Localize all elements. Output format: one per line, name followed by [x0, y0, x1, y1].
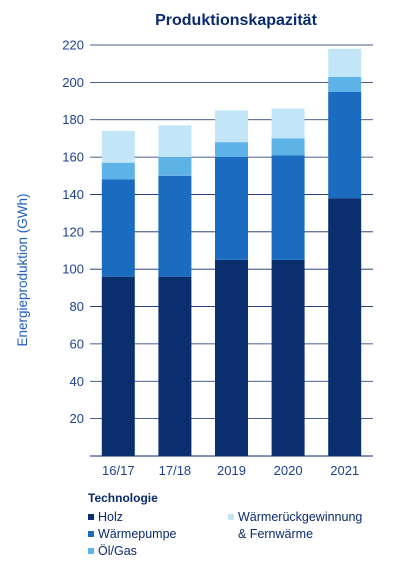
legend-title: Technologie	[88, 491, 158, 505]
x-tick-label-16-17: 16/17	[102, 463, 135, 478]
bars	[101, 48, 362, 456]
y-axis-label: Energieproduktion (GWh)	[15, 193, 30, 346]
bar-2020-series-2	[271, 138, 305, 156]
legend-label-waermerueckgewinnung: Wärmerückgewinnung	[238, 510, 363, 524]
legend-item-oelgas: Öl/Gas	[88, 544, 137, 558]
bar-17-18-series-3	[158, 125, 192, 158]
legend-label-fernwaerme: & Fernwärme	[238, 527, 314, 541]
bar-2020-series-0	[271, 259, 305, 456]
bar-16-17-series-3	[101, 130, 135, 163]
y-tick-label-40: 40	[70, 374, 84, 389]
x-tick-label-2020: 2020	[274, 463, 303, 478]
bar-2019-series-3	[215, 110, 248, 143]
y-tick-label-20: 20	[70, 411, 84, 426]
y-tick-label-180: 180	[62, 112, 84, 127]
legend-label-waermepumpe: Wärmepumpe	[98, 527, 177, 541]
legend-swatch-holz	[88, 513, 94, 520]
x-tick-label-17-18: 17/18	[159, 463, 192, 478]
x-tick-label-2021: 2021	[330, 463, 359, 478]
bar-2021-series-0	[328, 198, 362, 456]
x-tick-label-2019: 2019	[217, 463, 246, 478]
y-tick-label-80: 80	[70, 299, 84, 314]
bar-17-18-series-0	[158, 276, 192, 456]
bar-16-17-series-1	[101, 179, 135, 277]
legend-swatch-oelgas	[88, 547, 94, 554]
bar-2020-series-3	[271, 108, 305, 139]
legend: Technologie Holz Wärmepumpe Öl/Gas Wärme…	[88, 491, 388, 561]
legend-label-holz: Holz	[98, 510, 124, 524]
legend-item-waermepumpe: Wärmepumpe	[88, 527, 177, 541]
bar-2019-series-0	[215, 259, 248, 456]
bar-2020-series-1	[271, 155, 305, 260]
bar-2019-series-1	[215, 157, 248, 260]
chart-title: Produktionskapazität	[155, 12, 317, 29]
y-tick-label-140: 140	[62, 187, 84, 202]
bar-17-18-series-2	[158, 157, 192, 176]
y-tick-label-220: 220	[62, 38, 84, 53]
bar-2021-series-1	[328, 91, 362, 199]
bar-2019-series-2	[215, 142, 248, 158]
y-tick-label-200: 200	[62, 75, 84, 90]
legend-item-waermerueckgewinnung: Wärmerückgewinnung	[228, 510, 362, 524]
bar-16-17-series-0	[101, 276, 135, 456]
y-tick-label-60: 60	[70, 336, 84, 351]
legend-item-fernwaerme: & Fernwärme	[238, 527, 313, 541]
legend-item-holz: Holz	[88, 510, 123, 524]
y-tick-label-160: 160	[62, 150, 84, 165]
legend-swatch-waermepumpe	[88, 530, 94, 537]
bar-2021-series-3	[328, 48, 362, 77]
legend-label-oelgas: Öl/Gas	[98, 544, 137, 558]
y-tick-label-120: 120	[62, 224, 84, 239]
y-tick-label-100: 100	[62, 262, 84, 277]
bar-2021-series-2	[328, 76, 362, 92]
bar-17-18-series-1	[158, 175, 192, 277]
bar-16-17-series-2	[101, 162, 135, 180]
legend-swatch-waermerueckgewinnung	[228, 513, 234, 520]
axis-ticks: 20 40 60 80 100 120 140 160 180 200 220 16/17 17/18 2…	[62, 38, 359, 479]
